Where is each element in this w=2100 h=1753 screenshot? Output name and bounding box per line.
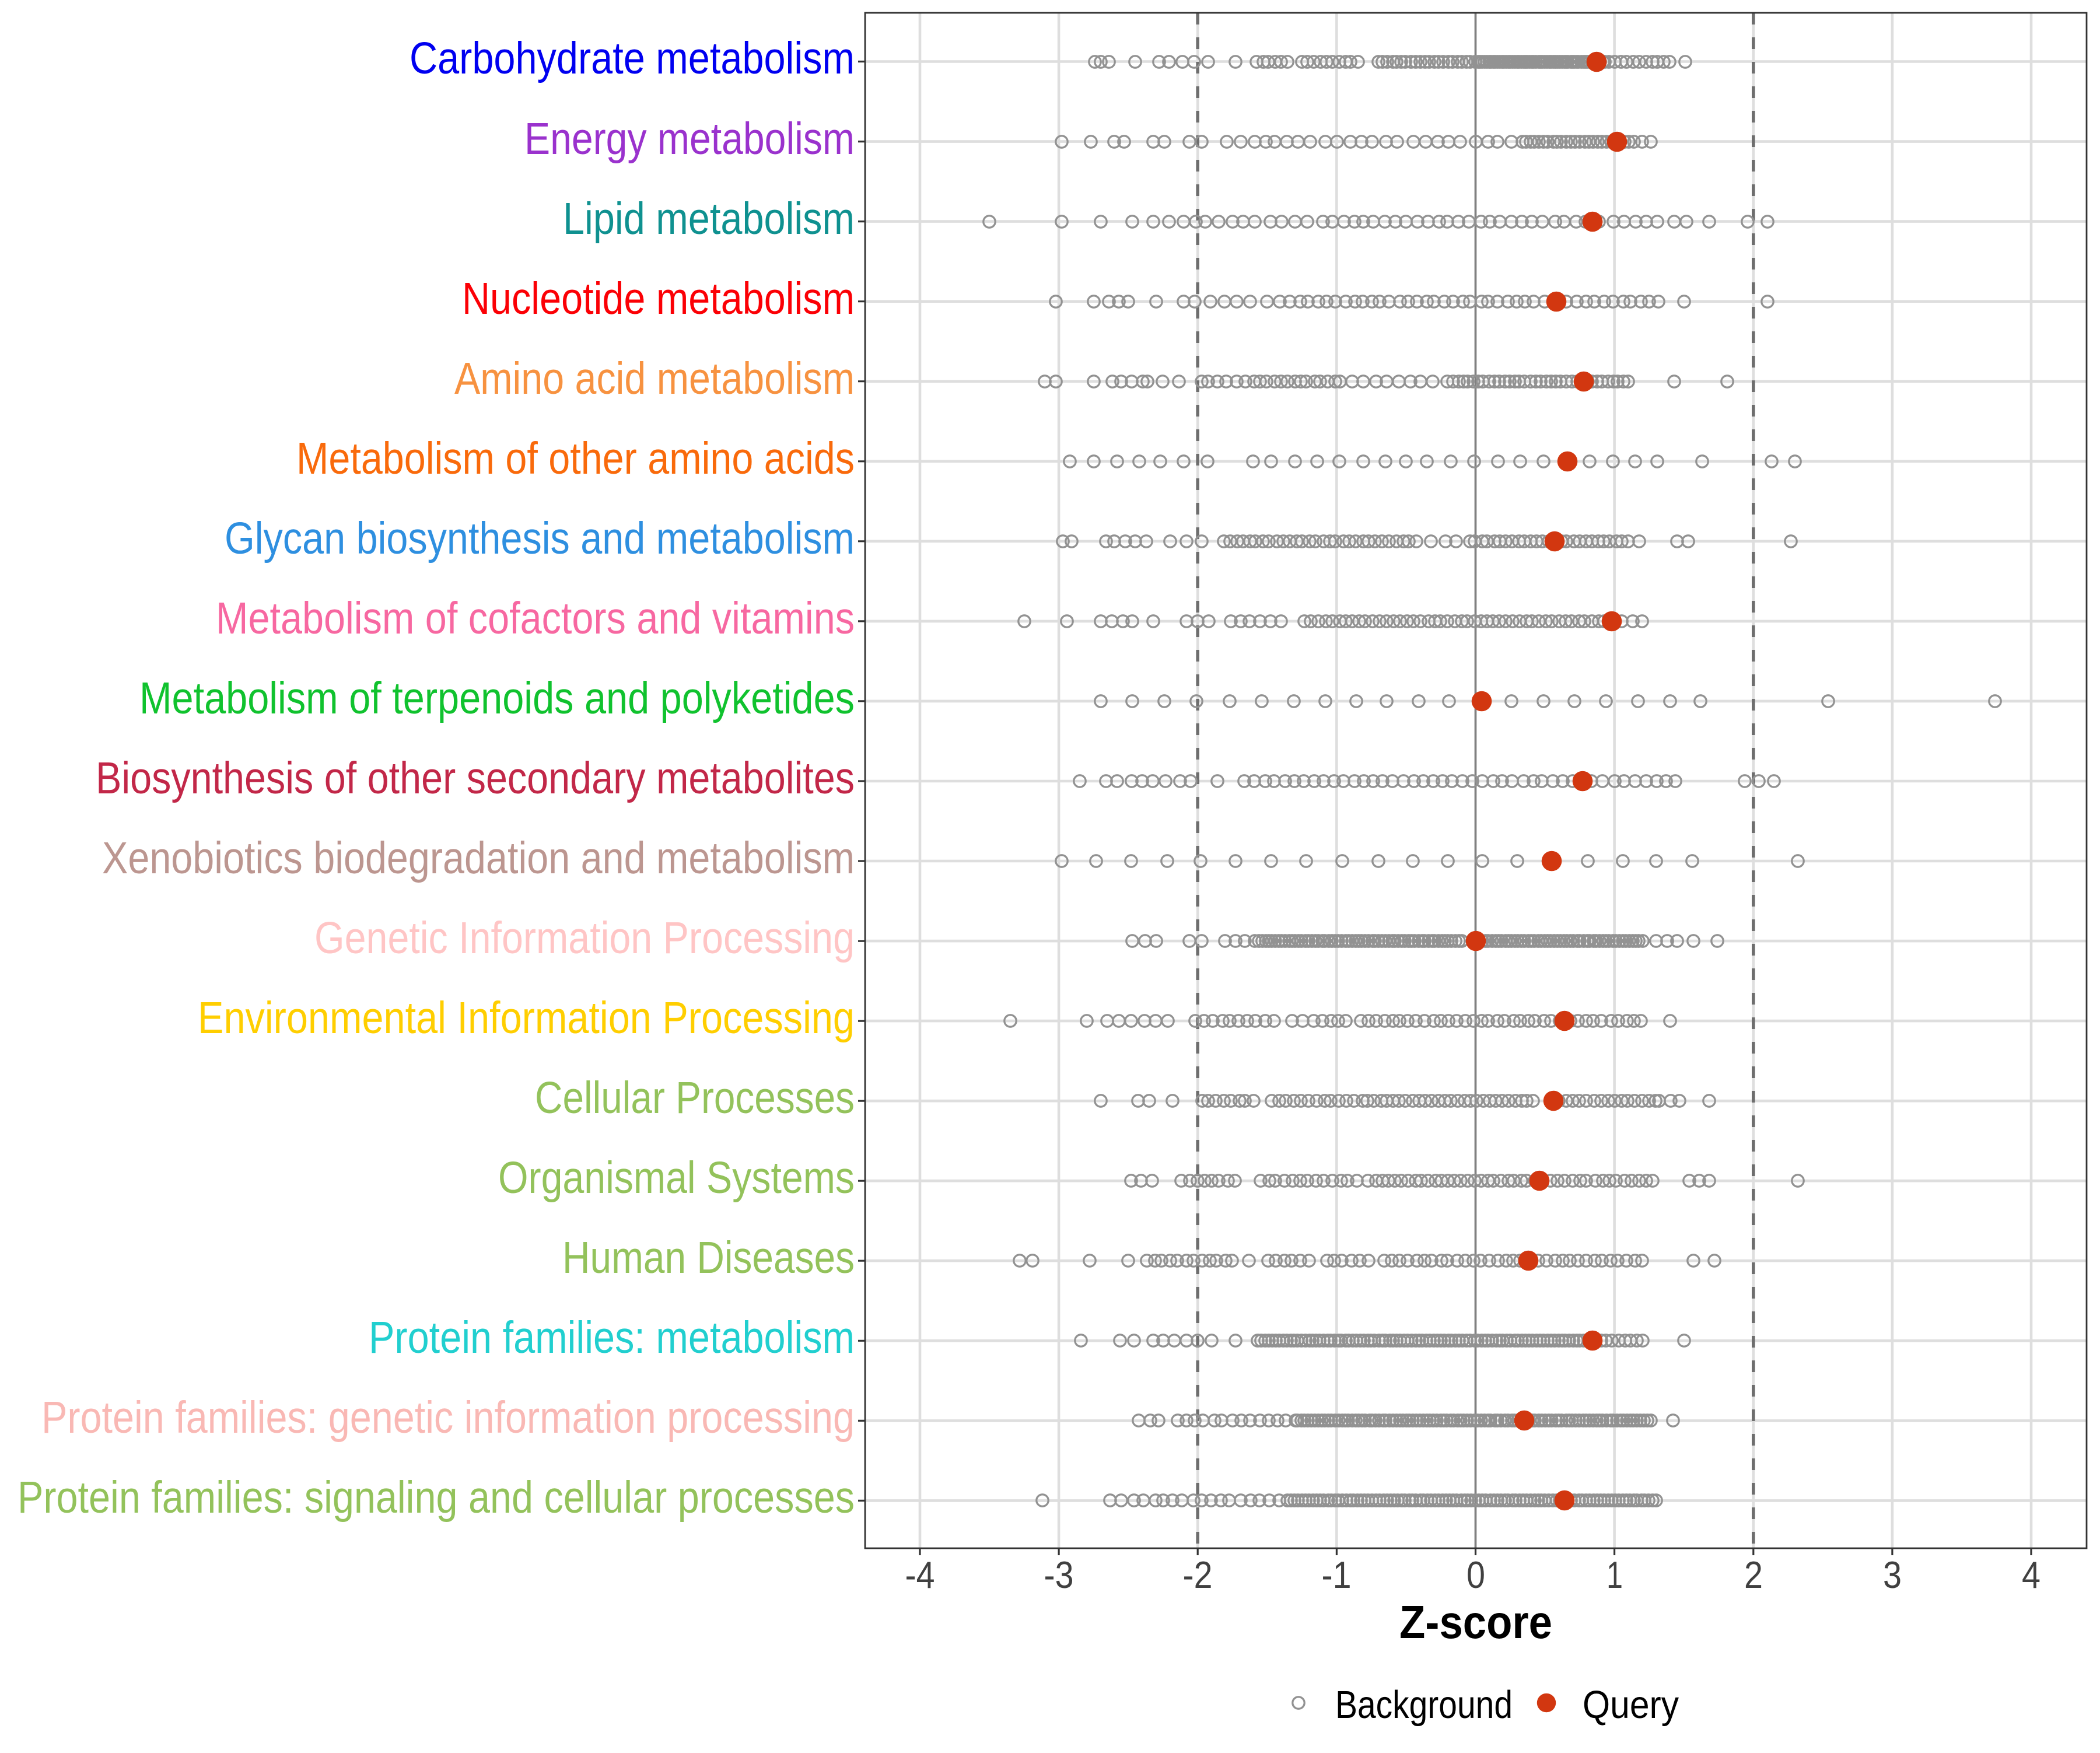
svg-text:Human Diseases: Human Diseases bbox=[562, 1233, 855, 1283]
svg-text:Carbohydrate metabolism: Carbohydrate metabolism bbox=[410, 33, 855, 83]
svg-text:Amino acid metabolism: Amino acid metabolism bbox=[454, 354, 855, 404]
svg-text:Biosynthesis of other secondar: Biosynthesis of other secondary metaboli… bbox=[96, 753, 855, 803]
svg-text:Metabolism of terpenoids and p: Metabolism of terpenoids and polyketides bbox=[139, 673, 855, 723]
svg-text:0: 0 bbox=[1466, 1553, 1485, 1596]
svg-text:Protein families: metabolism: Protein families: metabolism bbox=[369, 1313, 855, 1363]
svg-text:Nucleotide metabolism: Nucleotide metabolism bbox=[462, 274, 855, 324]
svg-text:Organismal Systems: Organismal Systems bbox=[498, 1153, 855, 1203]
svg-text:Z-score: Z-score bbox=[1399, 1596, 1552, 1648]
svg-text:Environmental Information Proc: Environmental Information Processing bbox=[198, 993, 855, 1043]
svg-text:Xenobiotics biodegradation and: Xenobiotics biodegradation and metabolis… bbox=[102, 833, 855, 883]
svg-text:-4: -4 bbox=[905, 1553, 935, 1596]
svg-text:Protein families: signaling an: Protein families: signaling and cellular… bbox=[18, 1472, 855, 1523]
svg-text:Metabolism of cofactors and vi: Metabolism of cofactors and vitamins bbox=[216, 593, 855, 643]
svg-text:Protein families: genetic info: Protein families: genetic information pr… bbox=[41, 1392, 855, 1443]
svg-text:Genetic Information Processing: Genetic Information Processing bbox=[314, 913, 855, 963]
svg-text:Metabolism of other amino acid: Metabolism of other amino acids bbox=[296, 433, 855, 484]
svg-text:Energy metabolism: Energy metabolism bbox=[524, 114, 855, 164]
svg-text:Cellular Processes: Cellular Processes bbox=[535, 1073, 855, 1123]
svg-text:-2: -2 bbox=[1183, 1553, 1213, 1596]
svg-text:-3: -3 bbox=[1044, 1553, 1074, 1596]
svg-text:Lipid metabolism: Lipid metabolism bbox=[563, 194, 855, 244]
svg-text:1: 1 bbox=[1606, 1553, 1623, 1596]
svg-text:2: 2 bbox=[1744, 1553, 1763, 1596]
svg-text:4: 4 bbox=[2022, 1553, 2041, 1596]
svg-text:-1: -1 bbox=[1322, 1553, 1352, 1596]
svg-text:3: 3 bbox=[1883, 1553, 1902, 1596]
svg-text:Query: Query bbox=[1583, 1683, 1679, 1727]
svg-text:Glycan biosynthesis and metabo: Glycan biosynthesis and metabolism bbox=[225, 513, 855, 564]
svg-text:Background: Background bbox=[1335, 1683, 1513, 1727]
